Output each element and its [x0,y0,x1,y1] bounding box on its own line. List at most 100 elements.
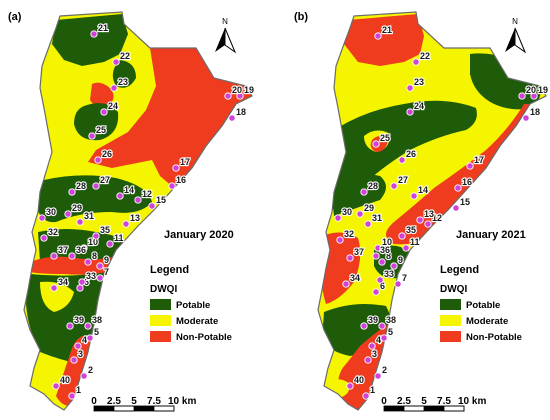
legend-item-potable: Potable [176,300,210,311]
zone-non-potable [56,336,95,406]
sampling-point-marker [76,218,84,226]
sampling-point-marker [372,252,380,260]
sampling-point-label: 8 [92,251,97,261]
sampling-point-label: 26 [102,149,112,159]
sampling-point-marker [518,92,526,100]
sampling-point-label: 23 [414,77,424,87]
sampling-point-label: 29 [72,203,82,213]
sampling-point-label: 14 [124,185,134,195]
sampling-point-label: 39 [74,315,84,325]
zone-non-potable [88,48,252,188]
sampling-point-label: 11 [114,233,124,243]
sampling-point-label: 9 [104,255,109,265]
sampling-point-marker [380,334,388,342]
sampling-point-label: 10 [382,237,392,247]
sampling-point-label: 8 [386,251,391,261]
sampling-point-marker [112,58,120,66]
sampling-point-label: 16 [462,177,472,187]
sampling-point-marker [372,288,380,296]
sampling-point-label: 31 [84,211,94,221]
sampling-point-label: 4 [82,335,87,345]
sampling-point-label: 18 [530,107,540,117]
panel-b [317,11,547,411]
legend-subtitle: DWQI [150,284,177,295]
sampling-point-marker [96,262,104,270]
sampling-point-marker [416,216,424,224]
sampling-point-marker [52,382,60,390]
sampling-point-marker [38,214,46,222]
sampling-point-label: 40 [354,375,364,385]
sampling-point-label: 15 [156,195,166,205]
sampling-point-label: 6 [380,281,385,291]
sampling-point-marker [374,244,382,252]
sampling-point-label: 37 [58,245,68,255]
sampling-point-marker [412,58,420,66]
sampling-point-label: 27 [398,175,408,185]
sampling-point-label: 38 [92,315,102,325]
sampling-point-label: 36 [380,245,390,255]
sampling-point-label: 7 [402,273,407,283]
sampling-point-marker [368,342,376,350]
sampling-point-marker [96,274,104,282]
legend-subtitle: DWQI [440,284,467,295]
sampling-point-marker [466,162,474,170]
zone-potable [330,173,386,216]
sampling-point-label: 24 [414,101,424,111]
date-label-b: January 2021 [456,229,526,241]
legend-item-moderate: Moderate [466,316,508,327]
sampling-point-marker [94,156,102,164]
panel-a [23,11,253,411]
sampling-point-marker [374,372,382,380]
sampling-point-label: 2 [88,365,93,375]
sampling-point-marker [376,276,384,284]
sampling-point-marker [84,258,92,266]
sampling-point-marker [364,356,372,364]
sampling-point-marker [86,334,94,342]
scale-tick-label: 0 [91,396,97,407]
sampling-point-marker [372,140,380,148]
sampling-point-label: 16 [176,175,186,185]
sampling-point-label: 6 [84,277,89,287]
sampling-point-marker [68,252,76,260]
sampling-point-marker [116,192,124,200]
sampling-point-label: 26 [406,149,416,159]
sampling-point-label: 28 [76,181,86,191]
sampling-point-marker [378,322,386,330]
sampling-point-label: 21 [382,25,392,35]
legend-title: Legend [440,264,479,276]
scale-bar: 0 2.5 5 7.5 10 km [91,396,196,412]
scale-bar: 0 2.5 5 7.5 10 km [381,396,486,412]
sampling-point-label: 36 [76,245,86,255]
sampling-point-label: 30 [46,207,56,217]
legend-swatch-potable [150,299,171,310]
sampling-point-marker [394,280,402,288]
date-label-a: January 2020 [164,229,234,241]
sampling-point-label: 32 [48,227,58,237]
sampling-point-marker [76,284,84,292]
zone-non-potable [320,232,361,304]
sampling-point-marker [228,114,236,122]
sampling-point-marker [168,182,176,190]
north-label: N [222,17,228,26]
sampling-point-marker [530,92,538,100]
sampling-point-marker [360,322,368,330]
sampling-point-label: 3 [78,349,83,359]
sampling-point-marker [406,84,414,92]
sampling-point-label: 1 [370,385,375,395]
sampling-point-marker [364,220,372,228]
sampling-point-marker [100,108,108,116]
north-arrow-icon: N [505,17,527,54]
sampling-point-marker [66,322,74,330]
sampling-point-marker [78,278,86,286]
sampling-point-label: 39 [368,315,378,325]
sampling-point-label: 18 [236,107,246,117]
zone-potable [332,100,477,210]
sampling-point-label: 5 [94,327,99,337]
sampling-point-label: 28 [368,181,378,191]
zone-non-potable [344,14,424,66]
sampling-point-marker [410,192,418,200]
sampling-point-marker [346,254,354,262]
legend-title: Legend [150,264,189,276]
panel-label-b: (b) [294,11,308,23]
